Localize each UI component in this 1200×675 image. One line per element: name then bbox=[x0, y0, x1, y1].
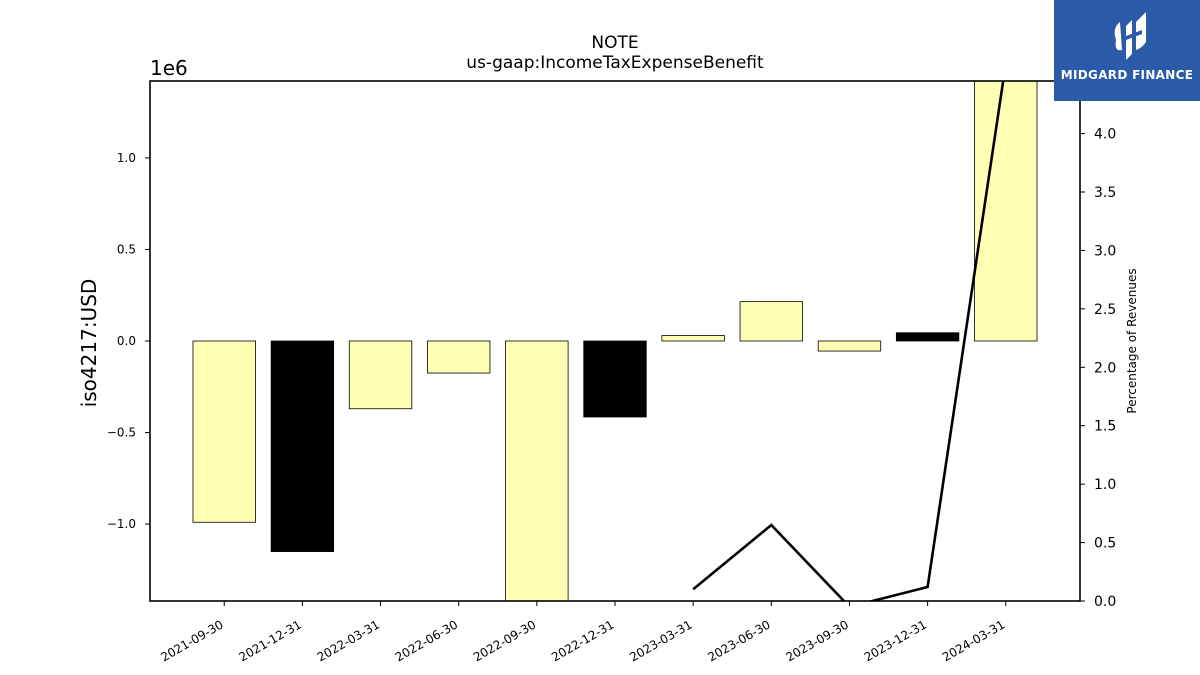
y2-tick-label: 2.5 bbox=[1094, 302, 1116, 318]
y-tick-label: 1.0 bbox=[117, 151, 136, 165]
bar-2021-09-30 bbox=[192, 340, 256, 523]
y-tick-label: 0.0 bbox=[117, 334, 136, 348]
brand-logo: MIDGARD FINANCE bbox=[1054, 0, 1200, 101]
bar-2023-06-30 bbox=[739, 301, 803, 342]
y2-tick-label: 1.0 bbox=[1094, 477, 1116, 493]
y2-tick-label: 3.0 bbox=[1094, 243, 1116, 259]
y-tick-label: −0.5 bbox=[107, 426, 136, 440]
bar-2022-06-30 bbox=[427, 340, 491, 374]
bar-2023-12-31 bbox=[895, 332, 960, 342]
chart-title: NOTE bbox=[591, 33, 639, 53]
y-axis-label: iso4217:USD bbox=[77, 279, 101, 408]
x-tick-label: 2023-09-30 bbox=[784, 617, 851, 664]
bar-2021-12-31 bbox=[270, 340, 335, 552]
x-tick-label: 2023-06-30 bbox=[705, 617, 772, 664]
y2-tick-label: 3.5 bbox=[1094, 185, 1116, 201]
brand-name: MIDGARD FINANCE bbox=[1060, 68, 1194, 82]
y2-tick-label: 1.5 bbox=[1094, 419, 1116, 435]
bar-2023-03-31 bbox=[661, 335, 725, 342]
y2-axis-label: Percentage of Revenues bbox=[1125, 268, 1139, 413]
bar-2022-09-30 bbox=[505, 340, 569, 601]
y2-tick-label: 0.5 bbox=[1094, 536, 1116, 552]
x-tick-label: 2023-12-31 bbox=[862, 617, 929, 664]
y-offset-label: 1e6 bbox=[150, 56, 188, 80]
percentage-line bbox=[692, 81, 1005, 601]
x-tick-label: 2022-03-31 bbox=[315, 617, 382, 664]
y2-tick-label: 0.0 bbox=[1094, 594, 1116, 610]
bar-2022-03-31 bbox=[348, 340, 413, 410]
y2-tick-label: 4.0 bbox=[1094, 127, 1116, 143]
x-tick-label: 2022-06-30 bbox=[393, 617, 460, 664]
chart-subtitle: us-gaap:IncomeTaxExpenseBenefit bbox=[466, 53, 764, 73]
y-tick-label: 0.5 bbox=[117, 242, 136, 256]
bar-2022-12-31 bbox=[583, 340, 647, 418]
bar-2023-09-30 bbox=[817, 340, 882, 352]
y2-tick-label: 2.0 bbox=[1094, 360, 1116, 376]
x-tick-label: 2021-12-31 bbox=[236, 617, 303, 664]
y-tick-label: −1.0 bbox=[107, 517, 136, 531]
midgard-logo-icon bbox=[1114, 12, 1146, 60]
x-tick-label: 2022-12-31 bbox=[549, 617, 616, 664]
x-tick-label: 2023-03-31 bbox=[627, 617, 694, 664]
x-tick-label: 2022-09-30 bbox=[471, 617, 538, 664]
x-tick-label: 2024-03-31 bbox=[940, 617, 1007, 664]
x-tick-label: 2021-09-30 bbox=[158, 617, 225, 664]
